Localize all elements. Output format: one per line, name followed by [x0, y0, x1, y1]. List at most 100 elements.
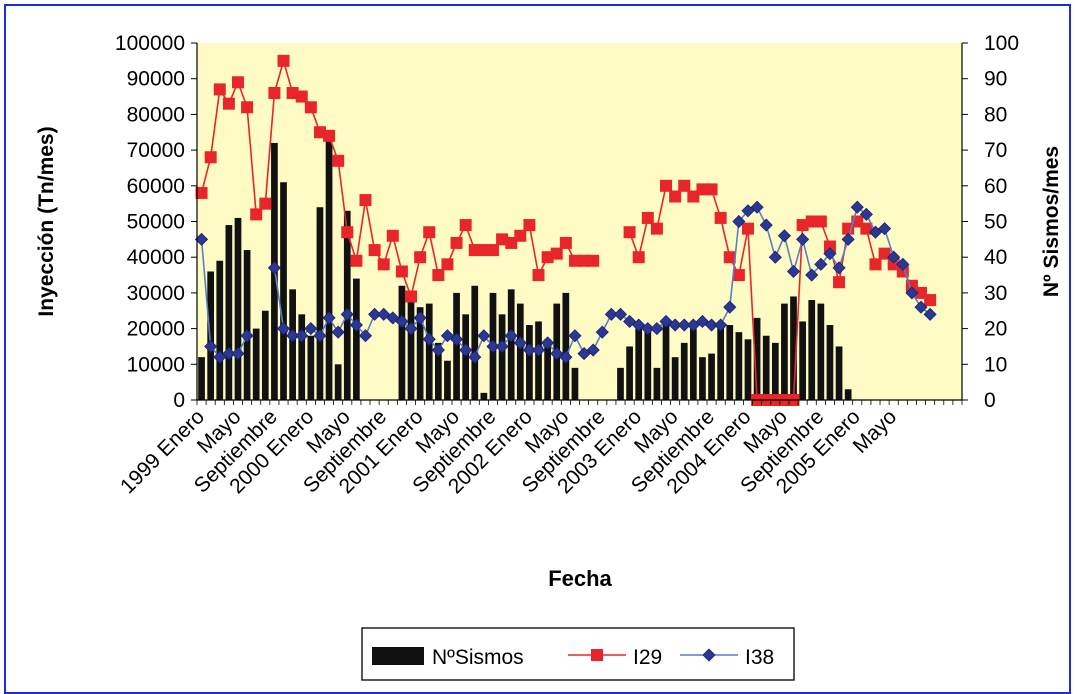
bar-sismos — [243, 250, 251, 400]
marker-i29 — [641, 211, 654, 224]
marker-i38 — [267, 261, 281, 275]
i29-series — [195, 54, 937, 406]
marker-i29 — [213, 83, 226, 96]
marker-i38 — [723, 300, 737, 314]
bar-sismos — [398, 285, 406, 400]
marker-i38 — [686, 318, 700, 332]
marker-i38 — [422, 332, 436, 346]
y2-tick-label: 70 — [984, 139, 1007, 162]
marker-i29 — [741, 222, 754, 235]
marker-i29 — [915, 286, 928, 299]
marker-i29 — [732, 269, 745, 282]
marker-i38 — [623, 314, 637, 329]
y2-tick-label: 20 — [984, 318, 1007, 341]
marker-i38 — [413, 311, 427, 325]
marker-i29 — [496, 233, 509, 246]
marker-i38 — [431, 343, 445, 357]
bar-sismos — [635, 328, 643, 400]
marker-i29 — [414, 251, 427, 264]
x-axis-title: Fecha — [548, 566, 612, 591]
marker-i29 — [386, 229, 399, 242]
bar-sismos — [689, 328, 697, 400]
marker-i38 — [295, 329, 309, 343]
marker-i38 — [213, 350, 227, 364]
bar-sismos — [434, 342, 442, 400]
bar-sismos — [353, 278, 360, 400]
marker-i38 — [632, 318, 646, 332]
bar-sismos — [826, 325, 834, 400]
legend-box — [361, 627, 795, 681]
marker-i29 — [678, 179, 691, 192]
marker-i29 — [268, 86, 281, 99]
marker-i29 — [277, 54, 290, 67]
marker-i38 — [440, 329, 455, 343]
marker-i38 — [796, 232, 810, 246]
legend-label-sismos: NºSismos — [432, 646, 524, 669]
marker-i29 — [869, 258, 882, 271]
bar-sismos — [316, 207, 324, 400]
y2-tick-label: 40 — [984, 246, 1007, 269]
y-tick-label: 50000 — [127, 211, 185, 234]
bar-sismos — [781, 303, 788, 400]
marker-i38 — [714, 318, 728, 332]
marker-i29 — [796, 219, 809, 232]
marker-i38 — [559, 350, 573, 364]
marker-i38 — [222, 347, 236, 361]
bar-sismos — [844, 389, 852, 400]
bar-sismos — [817, 303, 825, 400]
y-tick-label: 80000 — [127, 103, 185, 126]
bar-sismos — [671, 357, 679, 400]
bar-sismos — [571, 367, 579, 400]
marker-i38 — [477, 329, 491, 343]
bar-sismos — [771, 342, 779, 400]
marker-i29 — [250, 208, 263, 221]
marker-i38 — [504, 329, 518, 343]
y2-axis-title: Nº Sismos/mes — [1040, 146, 1063, 297]
bar-sismos — [790, 296, 797, 400]
bar-sismos — [498, 314, 506, 400]
bar-sismos — [726, 325, 734, 400]
bar-sismos — [507, 289, 515, 400]
marker-i29 — [222, 97, 235, 110]
marker-i29 — [660, 179, 673, 192]
marker-i38 — [486, 339, 500, 354]
marker-i29 — [332, 154, 345, 167]
marker-i38 — [650, 322, 664, 336]
marker-i38 — [914, 300, 928, 314]
marker-i29 — [432, 269, 445, 282]
bar-sismos — [535, 321, 542, 400]
bar-sismos — [808, 300, 816, 400]
bar-sismos — [261, 310, 269, 400]
marker-i38 — [568, 329, 582, 343]
marker-i29 — [550, 247, 563, 260]
y-tick-label: 60000 — [127, 175, 185, 198]
bar-sismos — [307, 335, 315, 400]
x-tick-label: Mayo — [849, 405, 902, 458]
marker-i38 — [878, 222, 892, 236]
y2-tick-label: 10 — [984, 353, 1007, 376]
i38-series — [194, 200, 937, 364]
marker-i38 — [741, 204, 755, 218]
marker-i29 — [204, 151, 217, 164]
y-tick-label: 90000 — [127, 68, 185, 91]
bar-sismos — [717, 325, 725, 400]
marker-i38 — [449, 332, 464, 346]
marker-i29 — [468, 244, 481, 257]
bar-sismos — [653, 367, 661, 400]
marker-i29 — [860, 222, 873, 235]
marker-i29 — [833, 276, 846, 289]
bar-sismos — [453, 292, 460, 400]
y2-tick-label: 90 — [984, 68, 1007, 91]
bar-sismos — [198, 357, 205, 400]
marker-i29 — [441, 258, 454, 271]
marker-i29 — [195, 186, 208, 199]
legend-label-i38: I38 — [745, 646, 774, 669]
y-tick-label: 40000 — [127, 246, 185, 269]
bar-sismos — [753, 317, 761, 400]
marker-i38 — [659, 314, 673, 329]
bar-sismos — [252, 328, 260, 400]
marker-i38 — [386, 311, 400, 325]
marker-i29 — [705, 183, 718, 196]
marker-i29 — [459, 219, 472, 232]
bar-sismos — [708, 353, 715, 400]
